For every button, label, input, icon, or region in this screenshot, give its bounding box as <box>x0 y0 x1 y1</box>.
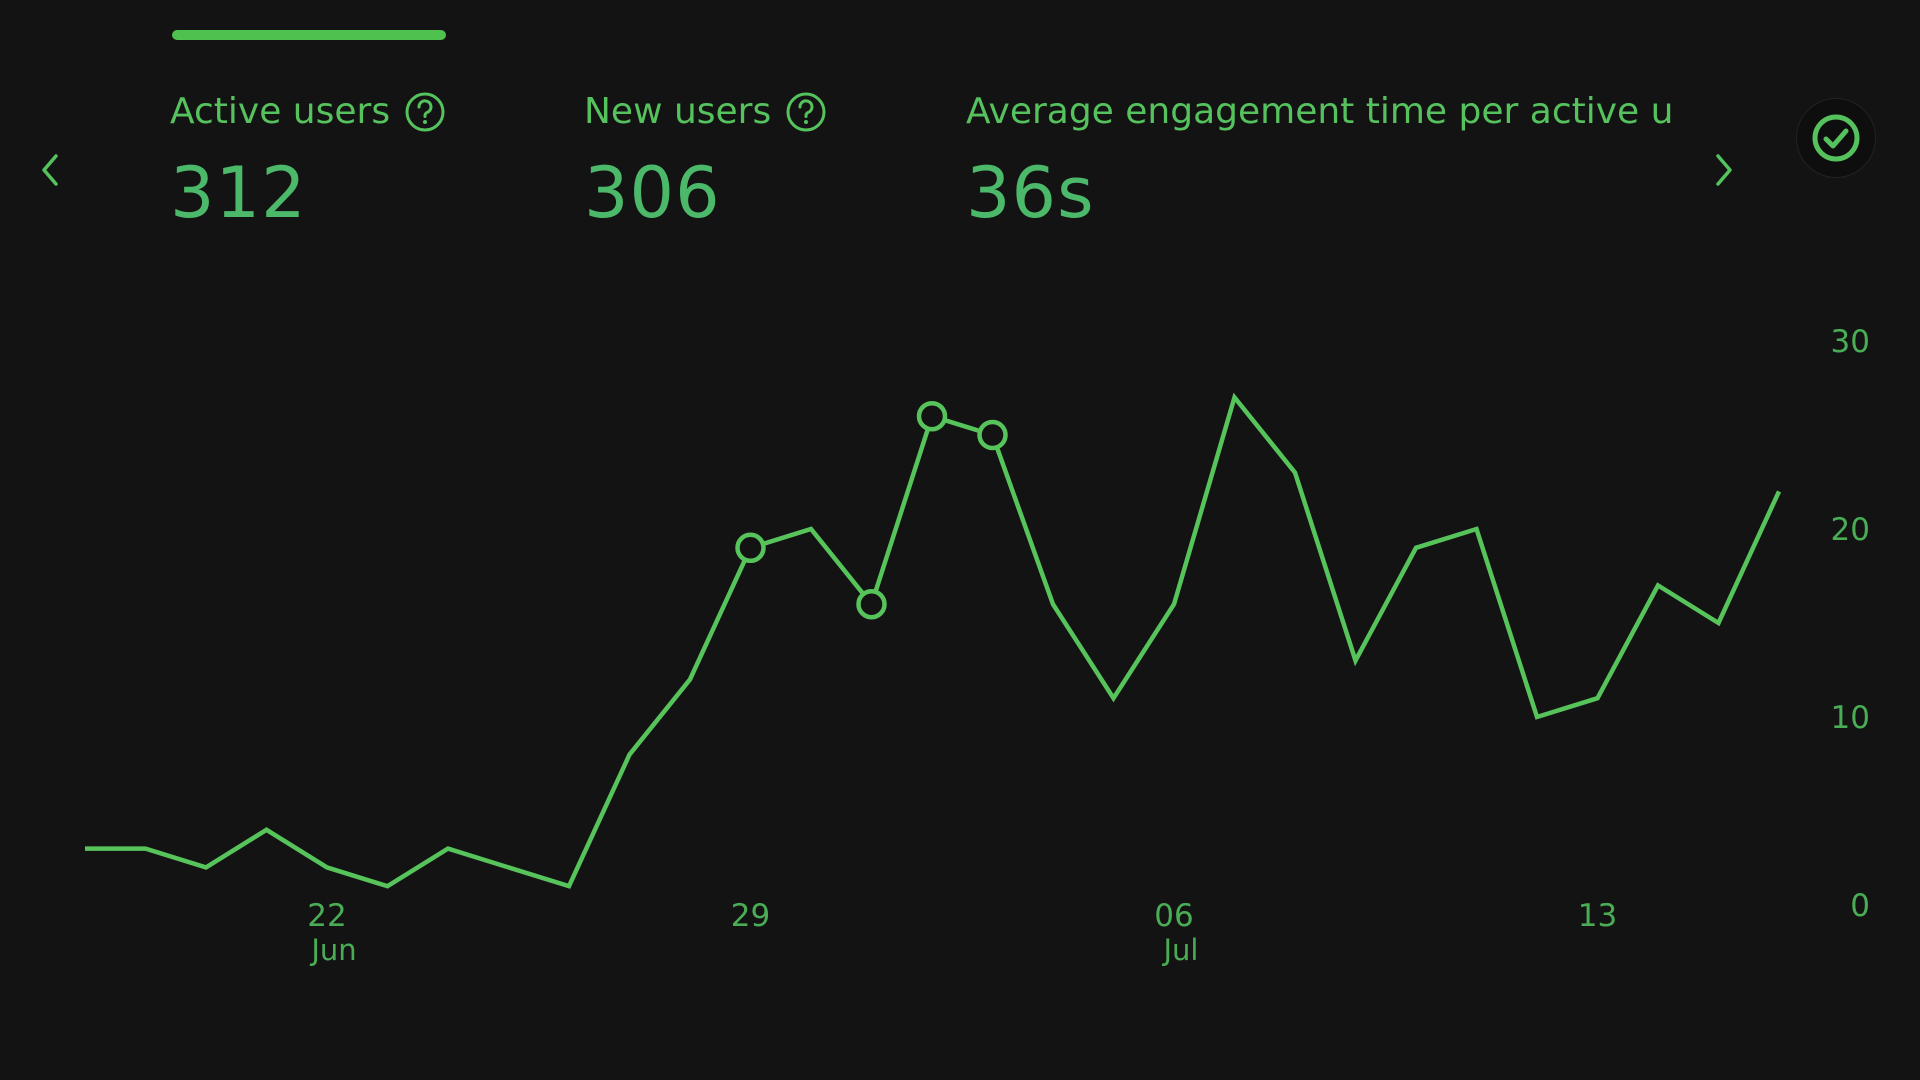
data-point-marker[interactable] <box>856 588 887 620</box>
metric-value: 36s <box>966 152 1095 234</box>
active-tab-indicator <box>172 30 446 40</box>
metric-label: Average engagement time per active us <box>966 91 1674 132</box>
chevron-left-icon <box>42 154 58 186</box>
x-tick-label: 06 <box>1154 898 1193 934</box>
data-point-marker[interactable] <box>916 400 948 432</box>
next-metrics-button[interactable] <box>1704 148 1744 192</box>
data-point-marker[interactable] <box>735 532 766 564</box>
x-tick-month-label: Jul <box>1162 933 1199 967</box>
series-line <box>85 392 1782 889</box>
help-circle-icon[interactable] <box>404 91 446 133</box>
y-tick-label: 30 <box>1831 324 1870 360</box>
metric-value: 312 <box>170 152 307 234</box>
metric-card-average-engagement[interactable]: Average engagement time per active us 36… <box>966 88 1674 234</box>
x-tick-label: 13 <box>1578 898 1617 934</box>
y-tick-label: 10 <box>1831 700 1870 736</box>
previous-metrics-button[interactable] <box>30 148 70 192</box>
y-tick-label: 20 <box>1831 512 1870 548</box>
metric-label: New users <box>584 91 772 132</box>
help-circle-icon[interactable] <box>785 91 827 133</box>
x-tick-label: 22 <box>307 898 346 934</box>
metric-label: Active users <box>170 91 391 132</box>
x-tick-label: 29 <box>731 898 770 934</box>
data-point-marker[interactable] <box>977 419 1008 451</box>
x-tick-month-label: Jun <box>309 933 356 967</box>
metric-card-new-users[interactable]: New users 306 <box>584 88 827 234</box>
y-tick-label: 0 <box>1850 888 1870 924</box>
chevron-right-icon <box>1716 154 1732 186</box>
metric-card-active-users[interactable]: Active users 312 <box>170 88 446 234</box>
check-circle-icon <box>1812 114 1860 162</box>
status-check-button[interactable] <box>1796 98 1876 178</box>
metric-value: 306 <box>584 152 721 234</box>
